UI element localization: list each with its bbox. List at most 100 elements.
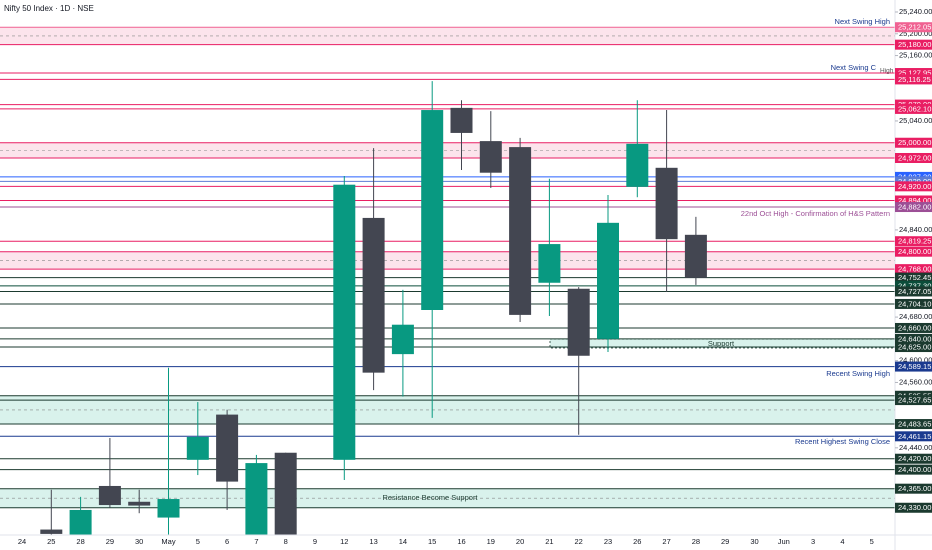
- x-tick-label: 14: [399, 537, 407, 546]
- price-tag: [895, 395, 932, 406]
- x-tick-label: 25: [47, 537, 55, 546]
- price-tag-label: 24,894.00: [898, 196, 931, 205]
- price-tag: [895, 74, 932, 85]
- x-tick-label: 30: [135, 537, 143, 546]
- y-tick-label: 25,040.00: [899, 116, 932, 125]
- candle-body: [186, 436, 209, 460]
- x-tick-label: 29: [106, 537, 114, 546]
- y-tick-label: 24,440.00: [899, 443, 932, 452]
- price-tag-label: 24,527.65: [898, 396, 931, 405]
- levels: [0, 26, 895, 509]
- price-tag-label: 25,062.10: [898, 104, 931, 113]
- price-tag-label: 24,483.65: [898, 420, 931, 429]
- axis: 25,240.00 25,200.00 25,160.00 25,040.00 24,8…: [18, 7, 932, 546]
- price-tag: [895, 68, 932, 79]
- zone: [0, 251, 895, 270]
- price-tag: [895, 298, 932, 309]
- chart-title: Nifty 50 Index · 1D · NSE: [4, 4, 94, 13]
- candle-body: [567, 288, 590, 356]
- price-tag: [895, 333, 932, 344]
- candle-body: [421, 110, 444, 310]
- x-tick-label: 22: [575, 537, 583, 546]
- x-tick-label: 15: [428, 537, 436, 546]
- candle-body: [479, 141, 502, 173]
- annotation: High: [880, 68, 894, 75]
- price-tag: [895, 431, 932, 442]
- price-tag: [895, 342, 932, 353]
- price-tag: [895, 103, 932, 114]
- price-tag: [895, 39, 932, 50]
- price-tag: [895, 483, 932, 494]
- candle-body: [626, 143, 649, 187]
- candle-body: [450, 107, 473, 133]
- y-tick-label: 25,160.00: [899, 51, 932, 60]
- price-tag: [895, 419, 932, 430]
- x-tick-label: 5: [196, 537, 200, 546]
- price-tag: [895, 280, 932, 291]
- candle-body: [274, 452, 297, 535]
- candle-body: [69, 509, 92, 535]
- price-tag-label: 25,000.00: [898, 138, 931, 147]
- price-tag-label: 24,640.00: [898, 334, 931, 343]
- x-tick-label: 19: [487, 537, 495, 546]
- x-tick-label: 23: [604, 537, 612, 546]
- x-tick-label: 9: [313, 537, 317, 546]
- zone: [0, 142, 895, 158]
- annotation: Support: [708, 339, 735, 348]
- price-tag-label: 24,704.10: [898, 299, 931, 308]
- price-tag-label: 24,589.15: [898, 362, 931, 371]
- price-tag-label: 25,180.00: [898, 40, 931, 49]
- price-tag-label: 24,737.30: [898, 281, 931, 290]
- price-tag-label: 24,972.00: [898, 153, 931, 162]
- x-tick-label: 16: [457, 537, 465, 546]
- candles: [40, 81, 707, 535]
- x-tick-label: 29: [721, 537, 729, 546]
- x-tick-label: 3: [811, 537, 815, 546]
- price-tag: [895, 286, 932, 297]
- annotation: Next Swing C: [831, 63, 877, 72]
- y-tick-label: 24,680.00: [899, 312, 932, 321]
- price-tag-label: 24,920.00: [898, 182, 931, 191]
- price-tag-label: 24,768.00: [898, 265, 931, 274]
- x-tick-label: 30: [750, 537, 758, 546]
- x-tick-label: 7: [254, 537, 258, 546]
- candle-body: [391, 324, 414, 355]
- price-tag-label: 24,625.00: [898, 343, 931, 352]
- x-tick-label: 4: [840, 537, 844, 546]
- x-tick-label: Jun: [778, 537, 790, 546]
- candle-body: [684, 234, 707, 278]
- x-tick-label: 8: [284, 537, 288, 546]
- price-tag-label: 24,461.15: [898, 432, 931, 441]
- price-tag: [895, 202, 932, 213]
- y-tick-label: 25,200.00: [899, 29, 932, 38]
- price-tag: [895, 502, 932, 513]
- candle-body: [333, 184, 356, 460]
- y-tick-label: 25,240.00: [899, 7, 932, 16]
- candle-body: [538, 244, 561, 283]
- price-tag-label: 24,365.00: [898, 484, 931, 493]
- price-tag: [895, 264, 932, 275]
- y-tick-label: 24,840.00: [899, 225, 932, 234]
- candle-body: [98, 485, 121, 506]
- candle-body: [362, 217, 385, 373]
- price-tag: [895, 236, 932, 247]
- candle-body: [128, 501, 151, 506]
- y-tick-label: 24,560.00: [899, 377, 932, 386]
- x-tick-label: 27: [662, 537, 670, 546]
- zone: [0, 488, 895, 508]
- price-tag-label: 24,882.00: [898, 203, 931, 212]
- price-tag: [895, 137, 932, 148]
- candle-body: [509, 147, 532, 315]
- price-tag-label: 24,400.00: [898, 465, 931, 474]
- candle-body: [157, 499, 180, 518]
- zone: [0, 27, 895, 45]
- price-tag: [895, 246, 932, 257]
- price-tag: [895, 181, 932, 192]
- annotation: Next Swing High: [835, 17, 890, 26]
- price-tag: [895, 195, 932, 206]
- y-tick-label: 24,600.00: [899, 356, 932, 365]
- x-tick-label: 13: [369, 537, 377, 546]
- price-tag: [895, 464, 932, 475]
- candle-body: [245, 463, 268, 535]
